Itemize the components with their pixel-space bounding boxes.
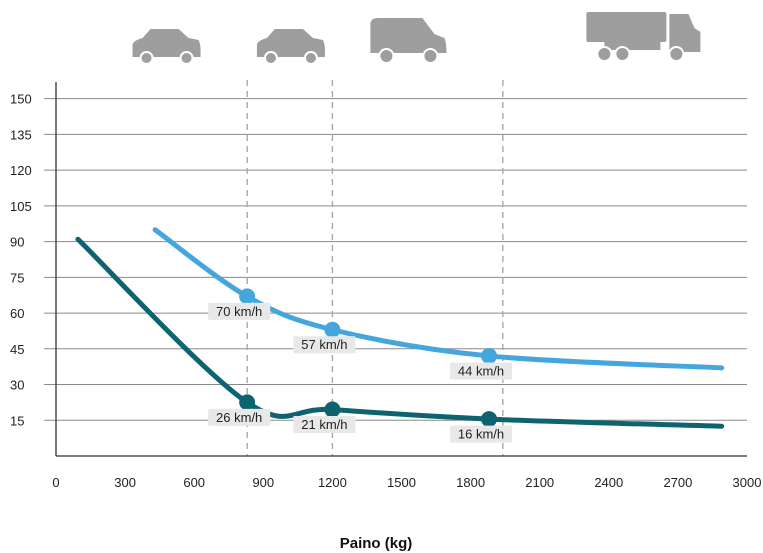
data-point	[481, 411, 498, 428]
data-label: 21 km/h	[301, 417, 347, 432]
y-tick-label: 90	[10, 235, 24, 250]
data-point	[239, 288, 256, 305]
truck-icon-part	[614, 46, 631, 62]
data-point	[239, 394, 256, 411]
grid	[44, 98, 747, 421]
van-icon-part	[370, 18, 447, 53]
x-tick-label: 900	[252, 475, 274, 490]
y-tick-label: 30	[10, 378, 24, 393]
series-markers	[239, 288, 498, 428]
x-tick-label: 2100	[525, 475, 554, 490]
y-tick-label: 120	[10, 163, 32, 178]
x-tick-label: 1500	[387, 475, 416, 490]
data-label-bg	[208, 302, 271, 320]
data-label: 57 km/h	[301, 337, 347, 352]
x-tick-labels: 0 300 600 900 1200 1500 1800 2100 2400 2700 3000	[52, 475, 761, 490]
x-tick-label: 1200	[318, 475, 347, 490]
series-line	[75, 236, 725, 429]
data-point	[324, 321, 341, 338]
series-curves	[75, 227, 725, 429]
car-small-icon	[132, 29, 201, 65]
y-tick-labels: 15 30 45 60 75 90 105 120 135 150	[10, 92, 32, 429]
axes	[55, 82, 747, 457]
y-tick-label: 135	[10, 127, 32, 142]
x-tick-label: 300	[114, 475, 136, 490]
x-axis-label: Paino (kg)	[340, 535, 413, 552]
y-tick-label: 150	[10, 92, 32, 107]
car-small-icon-part	[139, 51, 154, 65]
truck-icon-part	[668, 46, 685, 62]
x-tick-label: 2700	[663, 475, 692, 490]
data-label: 70 km/h	[216, 304, 262, 319]
truck-icon	[586, 12, 701, 62]
series-line	[152, 227, 725, 371]
vehicle-icons	[132, 12, 701, 65]
data-label: 26 km/h	[216, 410, 262, 425]
data-label-bg	[293, 416, 356, 434]
data-label-bg	[450, 362, 513, 380]
x-tick-label: 1800	[456, 475, 485, 490]
truck-icon-part	[586, 12, 667, 42]
x-tick-label: 600	[183, 475, 205, 490]
y-tick-label: 60	[10, 306, 24, 321]
data-label: 44 km/h	[458, 363, 504, 378]
car-small-icon-part	[132, 29, 201, 57]
y-tick-label: 75	[10, 270, 24, 285]
y-tick-label: 105	[10, 199, 32, 214]
x-tick-label: 2400	[594, 475, 623, 490]
data-point	[481, 347, 498, 364]
reference-lines	[246, 80, 504, 456]
car-compact-icon-part	[263, 51, 278, 65]
x-tick-label: 3000	[733, 475, 762, 490]
y-tick-label: 15	[10, 413, 24, 428]
truck-icon-part	[669, 14, 701, 52]
data-labels: 70 km/h 57 km/h 44 km/h 26 km/h 21 km/h 16 km…	[208, 302, 513, 443]
car-small-icon-part	[179, 51, 194, 65]
truck-icon-part	[596, 46, 613, 62]
data-label-bg	[450, 425, 513, 443]
data-label-bg	[208, 408, 271, 426]
truck-icon-part	[604, 42, 661, 50]
x-tick-label: 0	[52, 475, 59, 490]
data-label-bg	[293, 336, 356, 354]
car-compact-icon	[256, 29, 325, 65]
van-icon	[370, 18, 447, 64]
y-tick-label: 45	[10, 342, 24, 357]
van-icon-part	[422, 48, 439, 64]
car-compact-icon-part	[303, 51, 318, 65]
car-compact-icon-part	[256, 29, 325, 57]
data-label: 16 km/h	[458, 427, 504, 442]
data-point	[324, 401, 341, 418]
van-icon-part	[378, 48, 395, 64]
